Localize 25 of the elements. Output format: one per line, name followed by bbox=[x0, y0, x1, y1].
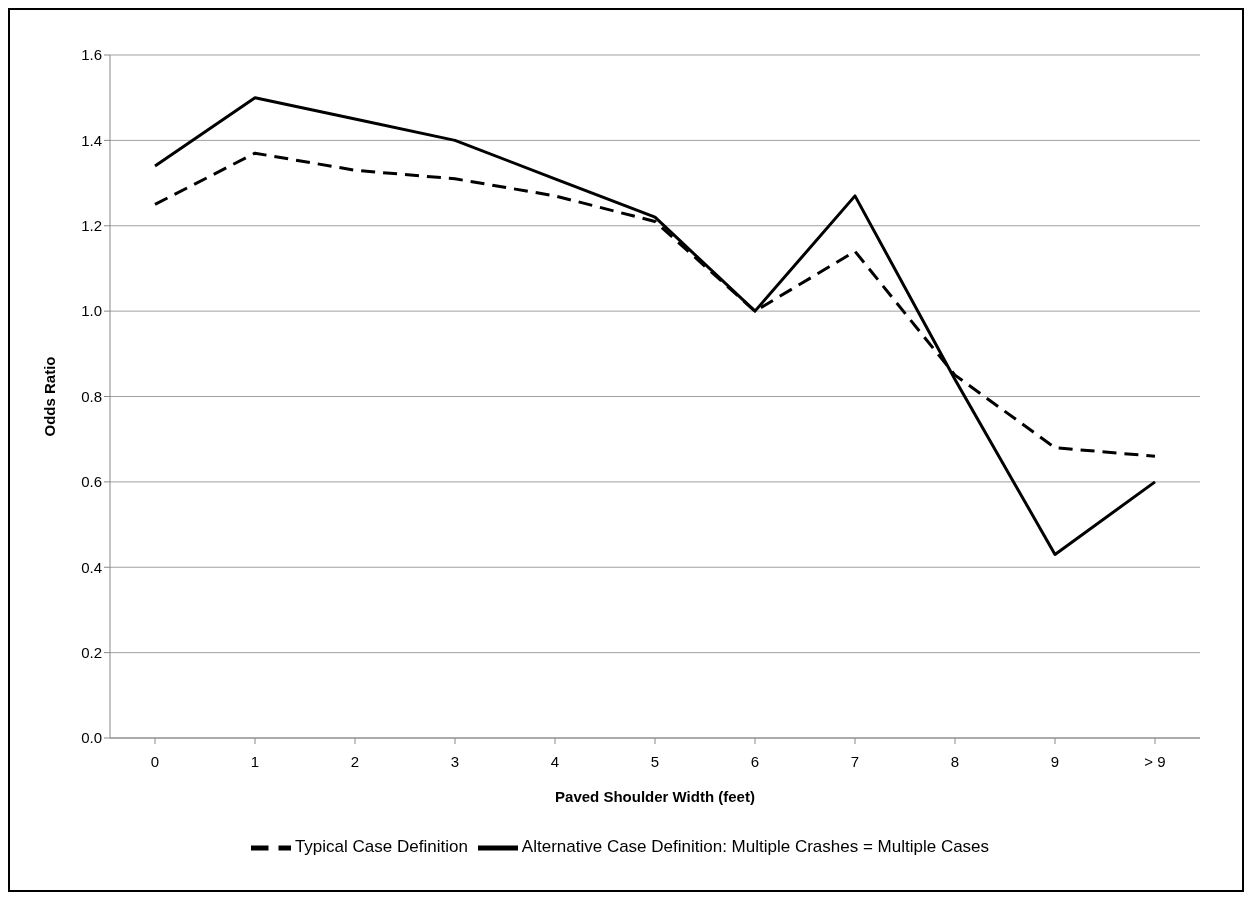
y-tick-label: 0.6 bbox=[81, 473, 102, 491]
line-series bbox=[153, 96, 1157, 556]
x-tick-label: 8 bbox=[950, 752, 960, 770]
x-tick-label: 1 bbox=[250, 752, 260, 770]
x-tick-label: 6 bbox=[750, 752, 760, 770]
x-tick-label: 4 bbox=[550, 752, 560, 770]
y-tick-label: 0.0 bbox=[81, 729, 102, 747]
y-axis-title: Odds Ratio bbox=[41, 356, 59, 437]
x-tick-label: 2 bbox=[350, 752, 360, 770]
x-tick-label: 0 bbox=[150, 752, 160, 770]
x-tick-label: > 9 bbox=[1144, 752, 1166, 770]
x-tick-label: 5 bbox=[650, 752, 660, 770]
x-tick-label: 9 bbox=[1050, 752, 1060, 770]
x-tick-label: 7 bbox=[850, 752, 860, 770]
legend-label: Alternative Case Definition: Multiple Crashes = Multiple Cases bbox=[521, 837, 990, 857]
y-tick-label: 1.0 bbox=[81, 302, 102, 320]
y-tick-label: 0.4 bbox=[81, 558, 102, 576]
y-tick-label: 1.2 bbox=[81, 217, 102, 235]
y-tick-label: 1.6 bbox=[81, 46, 102, 64]
y-tick-label: 0.2 bbox=[81, 643, 102, 661]
legend-label: Typical Case Definition bbox=[294, 837, 468, 857]
x-axis-title: Paved Shoulder Width (feet) bbox=[555, 788, 755, 805]
x-tick-label: 3 bbox=[450, 752, 460, 770]
y-tick-label: 0.8 bbox=[81, 387, 102, 405]
y-tick-label: 1.4 bbox=[81, 131, 102, 149]
